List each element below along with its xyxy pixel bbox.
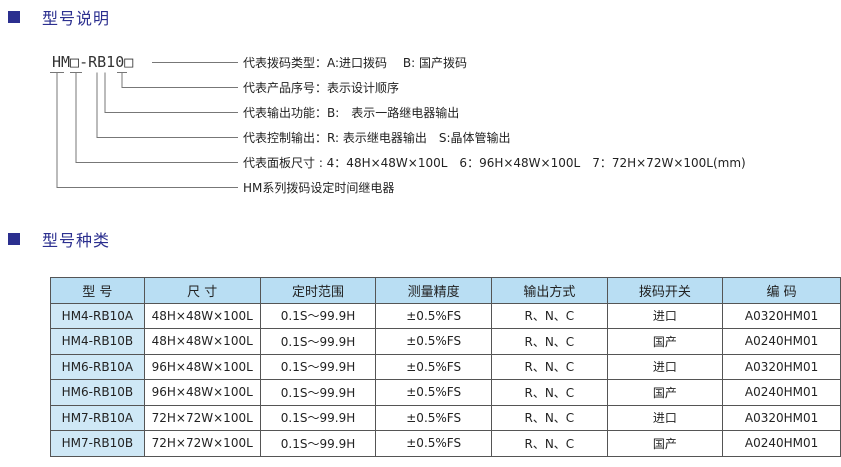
table-cell: 0.1S～99.9H [259, 328, 377, 355]
table-cell: ±0.5%FS [375, 353, 493, 380]
connector-lines [50, 62, 238, 188]
square-bullet-icon [8, 11, 20, 23]
model-table: 型 号尺 寸定时范围 测量精度 输出方式 拨码开关编 码 HM4-RB10A 48H×4… [50, 277, 841, 457]
column-header: 型 号 [50, 277, 145, 304]
table-cell: 国产 [606, 430, 724, 457]
table-cell: HM6-RB10A [50, 353, 145, 380]
table-cell: R、N、C [491, 404, 608, 431]
desc-panel-size: 代表面板尺寸 : 4：48H×48W×100L 6：96H×48W×100L 7… [243, 156, 746, 170]
table-row: HM4-RB10B 48H×48W×100L 0.1S～99.9H ±0.5%FS R、… [50, 328, 841, 355]
column-header: 定时范围 [259, 277, 377, 304]
table-cell: A0320HM01 [722, 404, 841, 431]
desc-output-function: 代表输出功能：B: 表示一路继电器输出 [243, 106, 460, 120]
table-cell: HM4-RB10B [50, 328, 145, 355]
table-cell: 国产 [606, 328, 724, 355]
section-title: 型号说明 [42, 9, 111, 28]
table-cell: ±0.5%FS [375, 328, 493, 355]
table-cell: R、N、C [491, 353, 608, 380]
table-cell: 0.1S～99.9H [259, 430, 377, 457]
square-bullet-icon [8, 233, 20, 245]
table-cell: 0.1S～99.9H [259, 379, 377, 406]
table-cell: 进口 [606, 353, 724, 380]
table-cell: 进口 [606, 404, 724, 431]
table-cell: ±0.5%FS [375, 430, 493, 457]
desc-series: HM系列拨码设定时间继电器 [243, 181, 395, 195]
table-cell: ±0.5%FS [375, 379, 493, 406]
table-cell: R、N、C [491, 328, 608, 355]
table-cell: 72H×72W×100L [143, 404, 261, 431]
column-header: 输出方式 [491, 277, 608, 304]
table-cell: ±0.5%FS [375, 404, 493, 431]
table-cell: 96H×48W×100L [143, 379, 261, 406]
table-cell: HM4-RB10A [50, 302, 145, 329]
table-cell: ±0.5%FS [375, 302, 493, 329]
column-header: 拨码开关 [606, 277, 724, 304]
desc-dip-type: 代表拨码类型：A:进口拨码 B: 国产拨码 [243, 56, 467, 70]
table-cell: R、N、C [491, 430, 608, 457]
table-cell: 国产 [606, 379, 724, 406]
desc-serial: 代表产品序号：表示设计顺序 [243, 81, 400, 95]
table-cell: 0.1S～99.9H [259, 302, 377, 329]
table-cell: A0240HM01 [722, 328, 841, 355]
table-cell: 48H×48W×100L [143, 302, 261, 329]
table-cell: A0240HM01 [722, 379, 841, 406]
table-cell: 96H×48W×100L [143, 353, 261, 380]
table-row: HM7-RB10A 72H×72W×100L 0.1S～99.9H ±0.5%FS R、… [50, 404, 841, 431]
table-row: HM6-RB10A 96H×48W×100L 0.1S～99.9H ±0.5%FS R、… [50, 353, 841, 380]
column-header: 尺 寸 [143, 277, 261, 304]
table-cell: A0320HM01 [722, 302, 841, 329]
table-row: HM6-RB10B 96H×48W×100L 0.1S～99.9H ±0.5%FS R、… [50, 379, 841, 406]
table-cell: HM7-RB10B [50, 430, 145, 457]
table-cell: 48H×48W×100L [143, 328, 261, 355]
table-cell: HM6-RB10B [50, 379, 145, 406]
table-cell: 0.1S～99.9H [259, 353, 377, 380]
table-cell: R、N、C [491, 302, 608, 329]
table-row: HM7-RB10B 72H×72W×100L 0.1S～99.9H ±0.5%FS R、… [50, 430, 841, 457]
table-row: HM4-RB10A 48H×48W×100L 0.1S～99.9H ±0.5%FS R、… [50, 302, 841, 329]
section-model-types: 型号种类 [8, 227, 110, 251]
column-header: 编 码 [722, 277, 841, 304]
table-cell: A0240HM01 [722, 430, 841, 457]
table-cell: 进口 [606, 302, 724, 329]
table-cell: 72H×72W×100L [143, 430, 261, 457]
table-cell: R、N、C [491, 379, 608, 406]
section-title: 型号种类 [42, 231, 111, 250]
table-cell: 0.1S～99.9H [259, 404, 377, 431]
model-code: HM□-RB10□ [52, 53, 134, 71]
section-model-description: 型号说明 [8, 5, 110, 29]
desc-control-output: 代表控制输出：R: 表示继电器输出 S:晶体管输出 [243, 131, 511, 145]
table-cell: HM7-RB10A [50, 404, 145, 431]
table-cell: A0320HM01 [722, 353, 841, 380]
column-header: 测量精度 [375, 277, 493, 304]
